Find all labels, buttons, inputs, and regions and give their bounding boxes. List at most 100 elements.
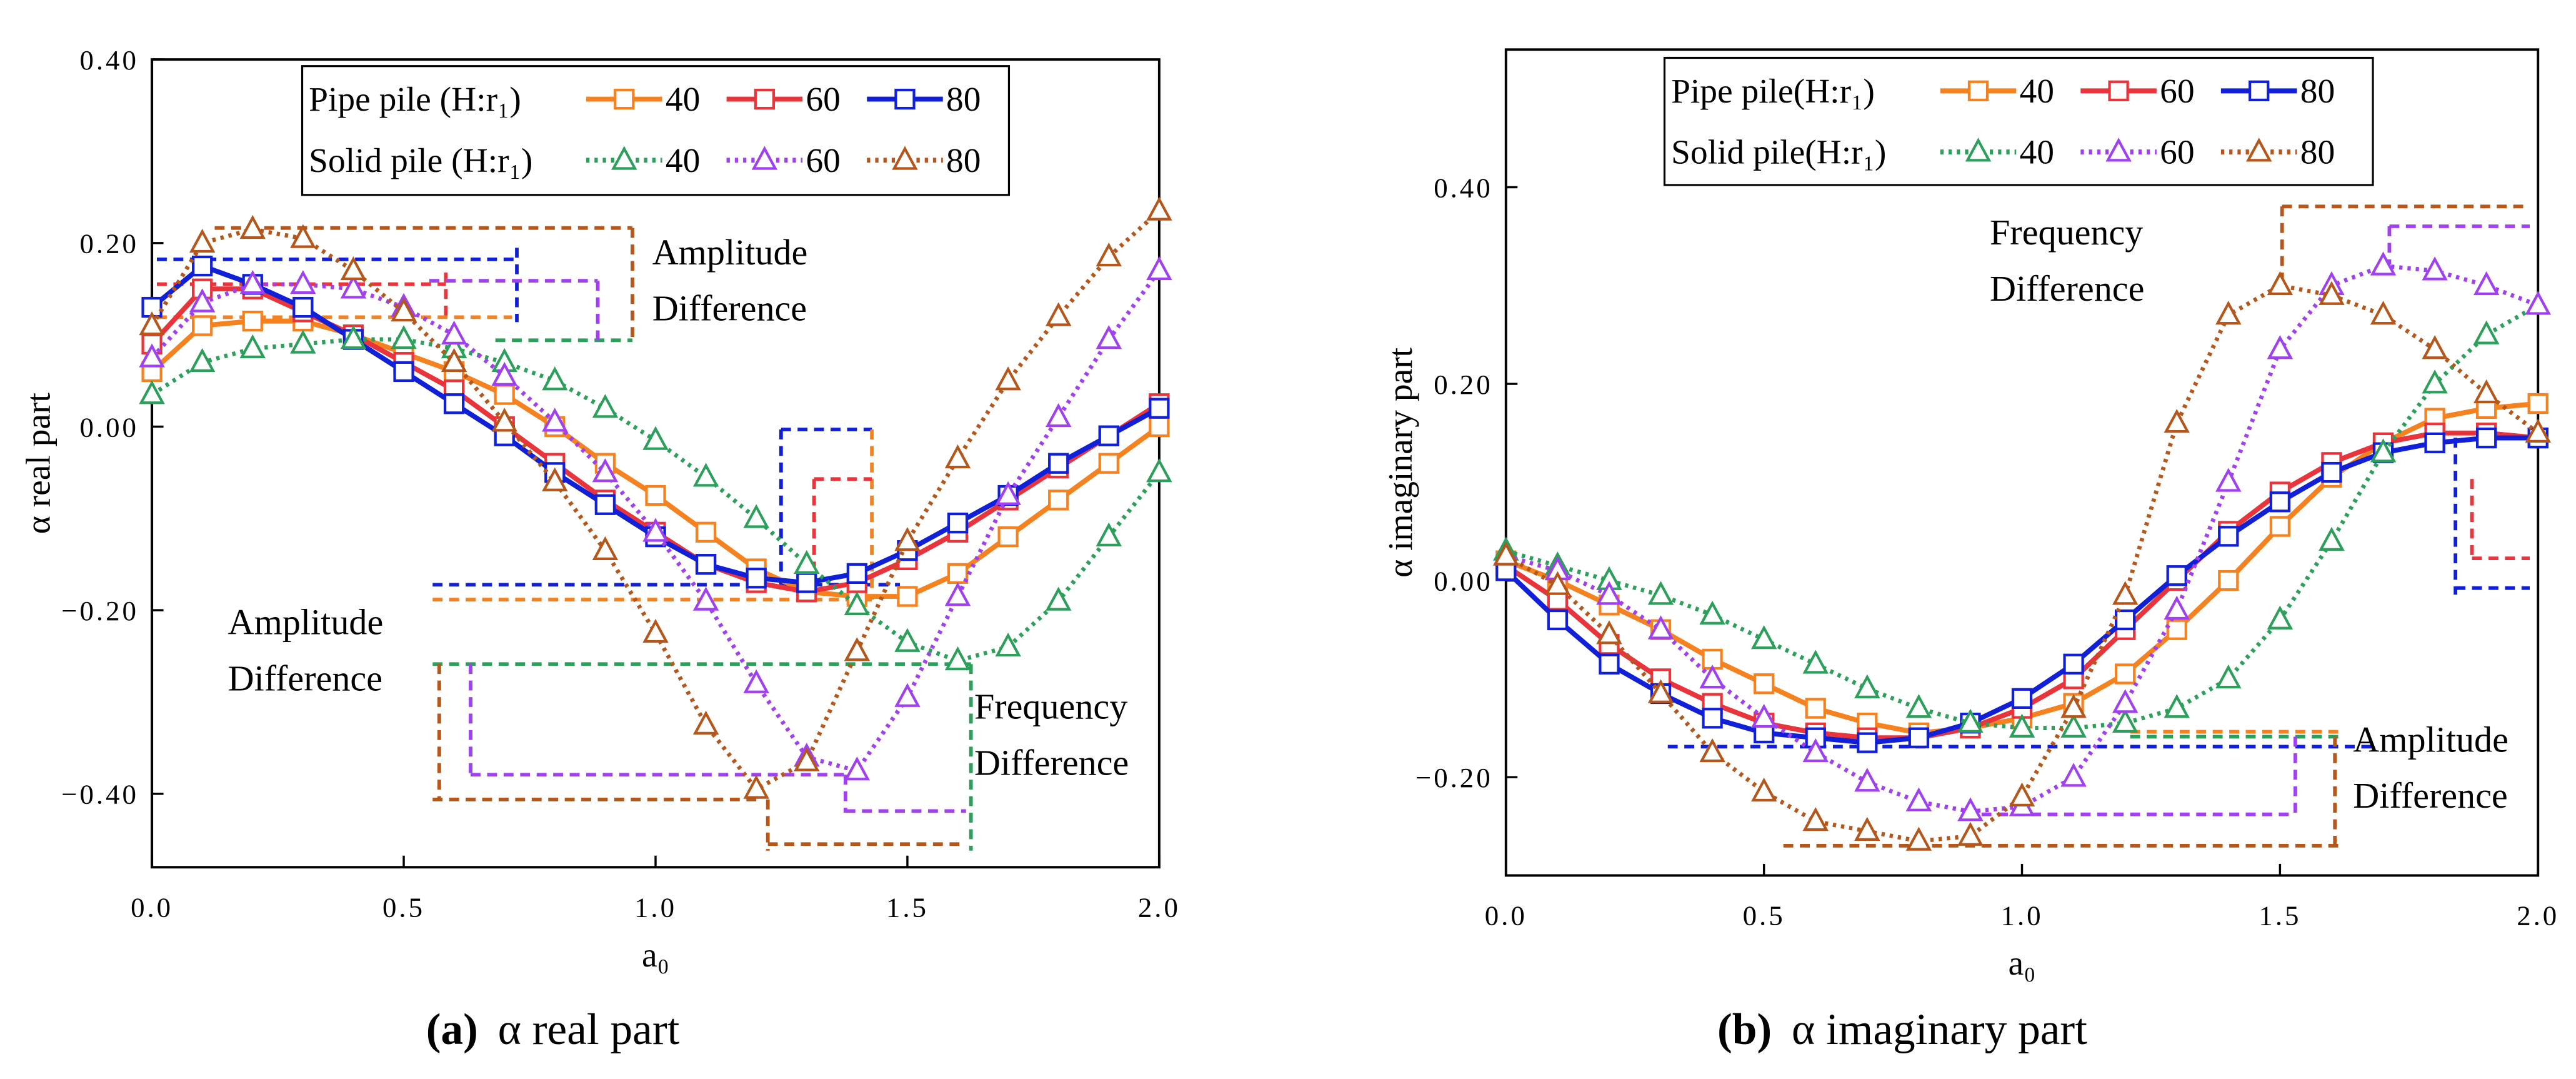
- marker: [2164, 409, 2190, 433]
- annotation: Amplitude: [228, 602, 384, 643]
- marker: [1957, 821, 1984, 846]
- legend-label: 80: [2300, 73, 2335, 111]
- marker: [997, 526, 1019, 548]
- marker: [2166, 619, 2187, 640]
- marker: [1096, 522, 1122, 546]
- legend-label: 80: [946, 142, 981, 180]
- x-tick-label: 0.0: [131, 892, 173, 923]
- legend-group-title: Solid pile(H:r₁): [1671, 134, 1886, 172]
- marker: [1048, 489, 1069, 511]
- caption-text: α real part: [498, 1005, 680, 1054]
- marker: [1149, 416, 1170, 438]
- marker: [494, 384, 515, 405]
- y-tick-label: −0.20: [1415, 762, 1493, 793]
- marker: [2321, 461, 2342, 483]
- marker: [1098, 425, 1119, 446]
- marker: [614, 88, 635, 110]
- annotation: Difference: [228, 658, 382, 699]
- marker: [1048, 453, 1069, 474]
- marker: [1965, 138, 1992, 162]
- annotation: Difference: [2353, 775, 2507, 816]
- marker: [2249, 80, 2270, 101]
- marker: [340, 274, 367, 299]
- y-tick-label: −0.20: [61, 595, 139, 626]
- marker: [2267, 605, 2294, 630]
- marker: [894, 628, 921, 652]
- marker: [1045, 403, 1072, 428]
- marker: [189, 348, 216, 373]
- marker: [695, 554, 717, 575]
- marker: [892, 146, 918, 170]
- marker: [642, 618, 669, 643]
- marker: [239, 269, 266, 294]
- caption-label: (a): [426, 1005, 478, 1054]
- marker: [944, 444, 971, 469]
- marker: [1957, 797, 1984, 821]
- marker: [290, 329, 316, 354]
- y-axis-label: α real part: [19, 393, 57, 534]
- marker: [2267, 271, 2294, 296]
- marker: [844, 591, 871, 616]
- marker: [2527, 393, 2549, 414]
- marker: [189, 228, 216, 253]
- legend-box: [301, 65, 1011, 196]
- marker: [1905, 787, 1932, 811]
- marker: [754, 88, 776, 110]
- marker: [2108, 80, 2129, 101]
- marker: [743, 775, 769, 799]
- marker: [692, 586, 719, 611]
- marker: [894, 527, 921, 551]
- marker: [542, 366, 568, 391]
- x-tick-label: 1.5: [2259, 900, 2301, 931]
- annotation: Amplitude: [652, 232, 808, 273]
- marker: [1750, 703, 1777, 728]
- x-tick-label: 2.0: [1138, 892, 1181, 923]
- marker: [2319, 526, 2345, 551]
- marker: [340, 325, 367, 349]
- marker: [592, 536, 619, 561]
- marker: [2473, 379, 2500, 404]
- legend-box: [1663, 56, 2374, 186]
- marker: [1702, 708, 1723, 729]
- marker: [642, 426, 669, 450]
- marker: [1493, 541, 1519, 566]
- caption: (a) α real part: [426, 1005, 680, 1054]
- marker: [491, 408, 517, 432]
- legend-label: 40: [2020, 73, 2054, 111]
- marker: [139, 311, 165, 336]
- marker: [1146, 256, 1172, 281]
- marker: [1146, 458, 1172, 483]
- marker: [944, 646, 971, 671]
- marker: [2105, 138, 2132, 162]
- marker: [1596, 581, 1622, 605]
- marker: [2115, 609, 2136, 631]
- marker: [340, 256, 367, 281]
- marker: [2166, 565, 2187, 586]
- caption-text: α imaginary part: [1792, 1005, 2087, 1054]
- marker: [2215, 664, 2242, 689]
- legend-label: 80: [946, 81, 981, 119]
- y-tick-label: 0.00: [80, 411, 139, 443]
- x-tick-label: 0.5: [1743, 900, 1785, 931]
- marker: [796, 572, 817, 593]
- series-line: [1505, 303, 2539, 730]
- marker: [746, 568, 767, 589]
- marker: [2267, 335, 2294, 359]
- marker: [292, 296, 314, 318]
- x-tick-label: 1.0: [634, 892, 677, 923]
- marker: [692, 463, 719, 487]
- marker: [1547, 609, 1569, 631]
- marker: [592, 458, 619, 483]
- y-tick-label: 0.20: [1434, 369, 1492, 400]
- marker: [1699, 664, 1725, 689]
- x-axis-label: a₀: [642, 936, 669, 975]
- marker: [1854, 768, 1880, 792]
- marker: [794, 747, 820, 771]
- marker: [947, 563, 969, 585]
- legend-group-title: Pipe pile (H:r₁): [309, 81, 521, 119]
- legend-group-title: Solid pile (H:r₁): [309, 142, 532, 180]
- y-tick-label: 0.00: [1434, 565, 1492, 596]
- marker: [139, 343, 165, 368]
- marker: [2525, 418, 2551, 443]
